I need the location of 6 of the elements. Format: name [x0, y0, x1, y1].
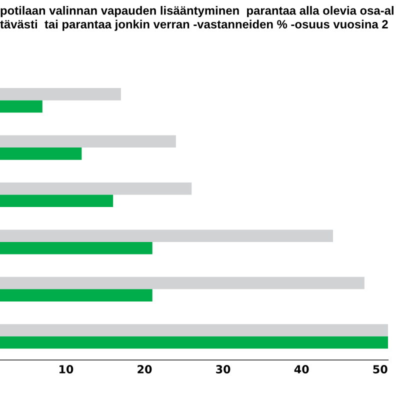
- x-tick-label: 10: [60, 365, 74, 374]
- x-tick-label: 50: [373, 365, 388, 374]
- chart-title: potilaan valinnan vapauden lisääntyminen parantaa alla olevia osa-al tävästi tai parantaa jonkin verran -vastanneiden % -osuus vuosina 2: [0, 6, 394, 31]
- x-tick-label: 20: [138, 365, 152, 374]
- x-tick-label: 40: [294, 365, 309, 374]
- x-tick-label: 30: [216, 365, 230, 374]
